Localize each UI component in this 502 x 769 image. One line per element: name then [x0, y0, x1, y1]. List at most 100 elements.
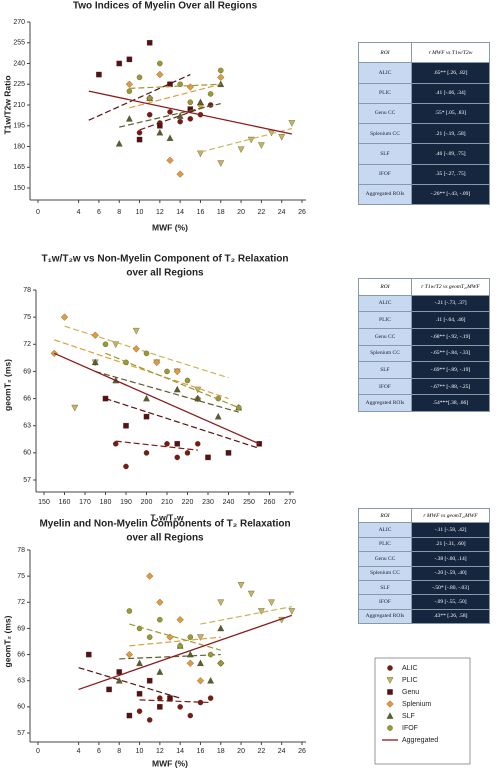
table-row: Splenium CC -.20 [-.59, .40]	[358, 565, 490, 581]
x-tick-label: 180	[100, 499, 112, 506]
x-tick-label: 26	[298, 209, 306, 216]
table-cell: .43** [.26, .58]	[411, 608, 490, 625]
y-tick-label: 72	[17, 599, 25, 606]
data-point	[217, 73, 225, 81]
data-point	[207, 91, 214, 97]
data-point	[112, 441, 119, 447]
data-point	[173, 385, 181, 393]
x-tick-label: 14	[176, 209, 184, 216]
data-point	[102, 395, 109, 402]
y-tick-label: 60	[17, 704, 25, 711]
x-tick-label: 250	[243, 499, 255, 506]
x-tick-label: 12	[156, 209, 164, 216]
table-cell: IFOF	[358, 163, 412, 185]
table-cell: -.20 [-.59, .40]	[411, 565, 490, 581]
fit-line	[105, 352, 239, 409]
data-point	[126, 88, 133, 94]
data-point	[268, 599, 275, 606]
table-cell: .35 [-.27, .75]	[411, 163, 490, 185]
data-point	[96, 71, 102, 78]
data-point	[115, 677, 123, 684]
x-tick-label: 4	[77, 209, 81, 216]
table-header: ROI r T1w/T2 vs geomT₂,MWF	[358, 278, 490, 296]
data-point	[136, 708, 143, 714]
table-header: ROI r MWF vs geomT₂,MWF	[358, 507, 490, 524]
data-point	[197, 150, 204, 158]
x-tick-label: 20	[237, 748, 245, 755]
table-cell: PLIC	[358, 82, 412, 104]
data-point	[143, 413, 150, 420]
table-cell: ROI	[358, 278, 412, 296]
data-point	[258, 142, 265, 149]
data-point	[91, 358, 99, 366]
table-row: PLIC .11 [-.64, .46]	[358, 311, 490, 329]
table-cell: -.69** [-.89, -.19]	[411, 361, 490, 379]
x-tick-label: 20	[237, 209, 245, 216]
data-point	[143, 450, 150, 456]
data-point	[126, 712, 133, 719]
data-point	[146, 717, 153, 723]
legend-marker	[386, 700, 394, 708]
table-cell: SLF	[358, 143, 412, 165]
legend-box	[374, 657, 471, 765]
fit-line	[54, 339, 229, 400]
table-cell: Genu CC	[358, 327, 412, 346]
data-point	[207, 651, 214, 658]
y-tick-label: 180	[13, 143, 25, 150]
table-cell: -.50* [-.80, -.03]	[411, 579, 490, 596]
chart-title: over all Regions	[126, 533, 204, 544]
data-point	[217, 80, 225, 87]
data-point	[102, 341, 109, 347]
table-cell: Splenium CC	[358, 122, 412, 145]
table-cell: IFOF	[358, 594, 412, 610]
y-tick-label: 66	[23, 395, 31, 402]
table-row: IFOF -.67** [-.88, -.25]	[358, 377, 490, 396]
fit-line	[129, 83, 221, 89]
data-point	[146, 677, 153, 684]
correlation-table: ROI r MWF vs T1w/T2w ALIC .65** [.26, .82] P…	[358, 41, 490, 206]
legend-label: PLIC	[402, 677, 418, 684]
y-tick-label: 78	[17, 547, 25, 554]
data-point	[157, 60, 163, 67]
table-cell: Aggregated ROIs	[358, 394, 412, 412]
chart-title: Myelin and Non-Myelin Components of T₂ R…	[39, 519, 290, 530]
y-tick-label: 240	[13, 60, 25, 67]
data-point	[218, 67, 224, 74]
table-cell: -.21 [-.73, .37]	[411, 294, 490, 313]
table-cell: PLIC	[358, 536, 412, 553]
x-tick-label: 22	[257, 748, 265, 755]
table-cell: -.67** [-.88, -.25]	[411, 377, 490, 396]
table-cell: PLIC	[358, 311, 412, 329]
data-point	[166, 134, 174, 141]
data-point	[116, 669, 122, 675]
y-tick-label: 75	[17, 573, 25, 580]
data-point	[207, 677, 214, 684]
x-tick-label: 10	[136, 209, 144, 216]
table-row: Splenium CC .21 [-.19, .58]	[358, 122, 490, 145]
x-tick-label: 24	[278, 209, 286, 216]
data-point	[136, 691, 143, 697]
table-cell: SLF	[358, 361, 412, 379]
data-point	[288, 120, 296, 127]
legend-marker	[387, 665, 393, 671]
data-point	[157, 617, 163, 623]
table-cell: -.68** [-.92, -.19]	[411, 327, 490, 346]
data-point	[125, 80, 133, 88]
aggregated-line	[88, 90, 292, 135]
data-point	[176, 616, 184, 624]
aggregated-line	[78, 614, 293, 691]
y-tick-label: 72	[23, 341, 31, 348]
x-tick-label: 240	[223, 499, 235, 506]
y-tick-label: 69	[23, 368, 31, 375]
table-row: Aggregated ROIs .54***[.38, .66]	[358, 394, 490, 412]
data-point	[167, 695, 173, 701]
x-tick-label: 10	[136, 748, 144, 755]
data-point	[167, 109, 173, 115]
table-cell: r T1w/T2 vs geomT₂,MWF	[411, 278, 490, 296]
x-tick-label: 12	[156, 748, 164, 755]
data-point	[146, 40, 153, 46]
data-point	[205, 454, 211, 461]
x-tick-label: 220	[182, 499, 194, 506]
legend-label: Aggregated	[402, 737, 438, 744]
